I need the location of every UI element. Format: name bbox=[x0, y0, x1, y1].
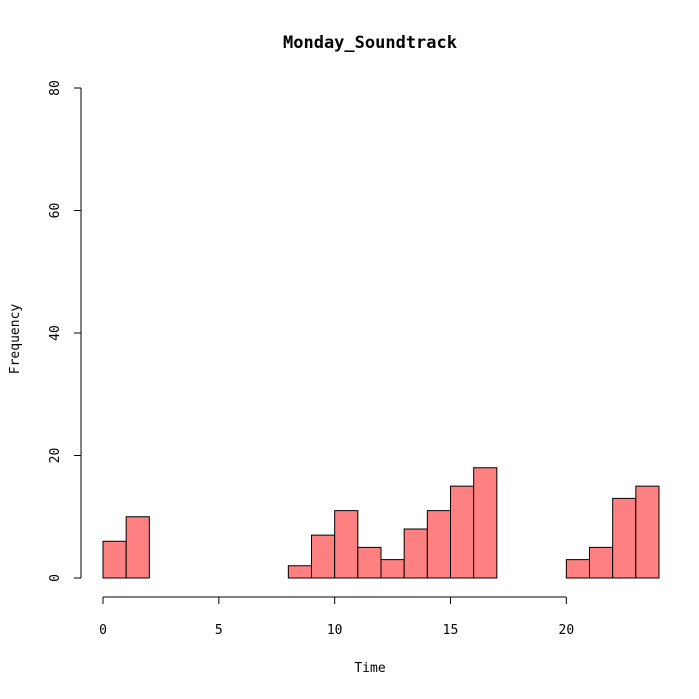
x-axis: 0 5 10 15 20 bbox=[99, 596, 575, 638]
y-tick-label: 40 bbox=[48, 325, 63, 341]
histogram-bar bbox=[125, 516, 150, 579]
histogram-bar bbox=[380, 559, 405, 579]
chart-title: Monday_Soundtrack bbox=[283, 33, 457, 53]
x-tick-label: 5 bbox=[215, 623, 223, 638]
bars-group bbox=[102, 467, 660, 579]
histogram-bar bbox=[357, 546, 382, 579]
y-tick-label: 60 bbox=[48, 203, 63, 219]
histogram-bar bbox=[589, 546, 614, 579]
histogram-bar bbox=[635, 485, 660, 579]
histogram-bar bbox=[311, 534, 336, 579]
histogram-bar bbox=[287, 565, 313, 579]
histogram-bar bbox=[612, 497, 637, 579]
y-tick-label: 20 bbox=[48, 448, 63, 464]
y-axis: 0 20 40 60 80 bbox=[48, 80, 82, 582]
histogram-bar bbox=[102, 540, 127, 579]
y-axis-label: Frequency bbox=[8, 304, 23, 375]
histogram-bar bbox=[334, 510, 359, 579]
histogram-bar bbox=[565, 559, 590, 579]
x-tick-label: 10 bbox=[327, 623, 343, 638]
x-tick-label: 0 bbox=[99, 623, 107, 638]
histogram-bar bbox=[426, 510, 452, 579]
histogram-bar bbox=[473, 467, 498, 579]
x-tick-label: 20 bbox=[559, 623, 575, 638]
y-tick-label: 80 bbox=[48, 80, 63, 96]
histogram-bar bbox=[403, 528, 428, 579]
histogram-bar bbox=[450, 485, 475, 579]
x-tick-label: 15 bbox=[443, 623, 459, 638]
x-axis-label: Time bbox=[354, 661, 385, 676]
y-tick-label: 0 bbox=[48, 574, 63, 582]
